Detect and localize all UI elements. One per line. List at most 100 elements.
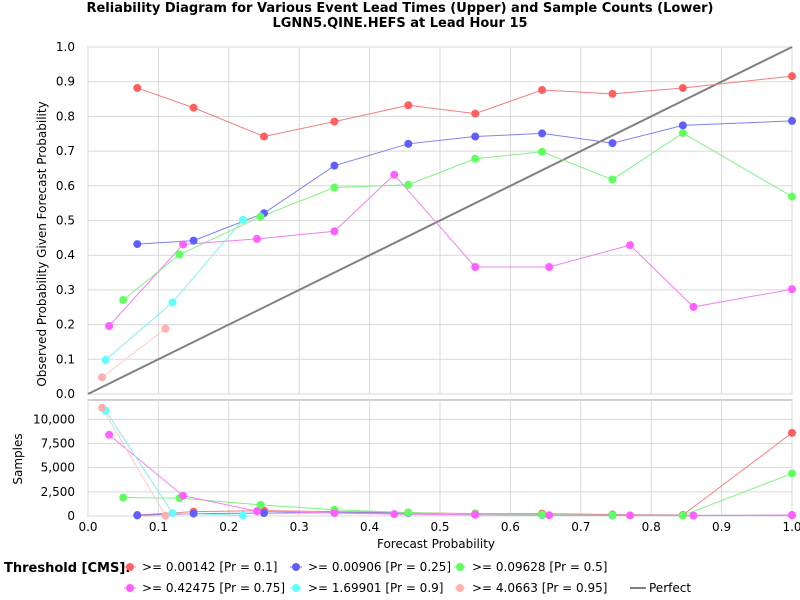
series-6-reliability-point (161, 324, 170, 333)
x-tick-label: 0.2 (219, 520, 238, 534)
series-4-samples-point (330, 509, 339, 518)
legend: Threshold [CMS]: >= 0.00142 [Pr = 0.1] >=… (4, 560, 691, 595)
series-4-samples-point (390, 510, 399, 519)
series-3-reliability-point (538, 147, 547, 156)
legend-swatch-marker (292, 563, 300, 571)
lower-y-tick-label: 0 (67, 509, 75, 523)
series-2-reliability-point (133, 240, 142, 249)
series-3-reliability-point (608, 175, 617, 184)
series-2-reliability-point (404, 139, 413, 148)
upper-y-tick-label: 0.4 (56, 248, 75, 262)
legend-swatch-marker (456, 563, 464, 571)
series-6-samples-point (161, 511, 170, 520)
series-3-samples-point (788, 469, 796, 478)
series-5-reliability-point (238, 215, 247, 224)
upper-reliability-plot: 0.0 0.1 0.2 0.3 0.4 0.5 0.6 0.7 0.8 0.9 1.0 (56, 40, 796, 401)
x-tick-label: 0.8 (642, 520, 661, 534)
lower-y-axis-label: Samples (11, 433, 25, 484)
series-2-reliability-point (678, 121, 687, 130)
series-4-samples-point (179, 491, 188, 500)
upper-y-tick-label: 0.5 (56, 214, 75, 228)
series-4-samples-point (252, 507, 261, 516)
series-4-reliability-point (252, 234, 261, 243)
upper-y-tick-label: 0.7 (56, 144, 75, 158)
x-tick-label: 0.3 (290, 520, 309, 534)
lower-samples-plot: 0.0 0.1 0.2 0.3 0.4 0.5 0.6 0.7 0.8 0.9 1.0 0 2,500 5… (33, 399, 800, 534)
series-5-reliability-point (168, 298, 177, 307)
upper-y-tick-label: 0.0 (56, 387, 75, 401)
x-axis-label: Forecast Probability (377, 537, 495, 551)
series-4-samples-point (545, 511, 554, 520)
series-5-samples-point (238, 511, 247, 520)
series-1-reliability-point (404, 101, 413, 110)
series-3-samples-point (538, 510, 547, 519)
legend-perfect-label: Perfect (649, 581, 691, 595)
series-2-reliability-line (137, 120, 793, 245)
series-4-reliability-point (471, 262, 480, 271)
series-4-reliability-point (330, 227, 339, 236)
series-4-samples-point (626, 511, 635, 520)
series-2-reliability-point (189, 236, 198, 245)
upper-y-tick-label: 1.0 (56, 40, 75, 54)
series-3-samples-point (119, 493, 128, 502)
x-tick-label: 1.0 (782, 520, 800, 534)
x-tick-label: 0.9 (712, 520, 731, 534)
series-3-reliability-point (175, 250, 184, 259)
series-4-samples-point (471, 510, 480, 519)
legend-swatch-marker (126, 584, 134, 592)
series-1-reliability-point (538, 86, 547, 95)
series-6-reliability-line (101, 328, 166, 378)
series-2-samples-point (133, 511, 142, 520)
series-1-samples-point (788, 428, 796, 437)
series-4-reliability-point (689, 302, 698, 311)
series-3-reliability-point (471, 154, 480, 163)
series-2-reliability-point (788, 116, 796, 125)
series-3-samples-point (608, 511, 617, 520)
series-1-reliability-point (330, 117, 339, 126)
lower-y-tick-label: 7,500 (41, 437, 75, 451)
series-6-samples-point (98, 403, 107, 412)
x-tick-label: 0.1 (149, 520, 168, 534)
legend-entry-label: >= 1.69901 [Pr = 0.9] (308, 581, 443, 595)
upper-y-tick-label: 0.1 (56, 352, 75, 366)
legend-swatch-marker (292, 584, 300, 592)
series-2-samples-point (189, 509, 198, 518)
upper-y-tick-label: 0.8 (56, 109, 75, 123)
series-2-reliability-point (471, 132, 480, 141)
perfect-reliability-line (87, 46, 793, 395)
series-6-reliability-point (98, 373, 107, 382)
series-3-samples-point (678, 511, 687, 520)
series-1-reliability-point (678, 83, 687, 92)
legend-entry-label: >= 4.0663 [Pr = 0.95] (472, 581, 607, 595)
series-2-reliability-point (608, 139, 617, 148)
series-1-reliability-point (608, 89, 617, 98)
series-4-samples-point (105, 430, 114, 439)
series-3-samples-point (404, 508, 413, 517)
legend-entry-label: >= 0.00906 [Pr = 0.25] (308, 560, 451, 574)
lower-y-tick-label: 5,000 (41, 461, 75, 475)
series-4-reliability-point (626, 241, 635, 250)
upper-y-tick-label: 0.2 (56, 318, 75, 332)
series-1-reliability-point (133, 83, 142, 92)
series-3-reliability-point (678, 129, 687, 138)
x-tick-label: 0.4 (360, 520, 379, 534)
legend-swatch-marker (126, 563, 134, 571)
series-1-reliability-point (471, 109, 480, 118)
chart-title: Reliability Diagram for Various Event Le… (86, 1, 713, 16)
series-5-reliability-point (101, 355, 110, 364)
series-4-reliability-line (108, 173, 793, 327)
x-tick-label: 0.6 (501, 520, 520, 534)
lower-y-tick-label: 10,000 (33, 412, 75, 426)
series-4-reliability-point (390, 170, 399, 179)
series-4-samples-line (108, 434, 793, 517)
series-6-samples-line (101, 407, 166, 516)
series-3-reliability-point (788, 192, 796, 201)
upper-y-tick-label: 0.6 (56, 179, 75, 193)
series-4-samples-point (788, 511, 796, 520)
series-2-reliability-point (330, 161, 339, 170)
series-3-samples-point (256, 500, 265, 509)
series-1-reliability-point (260, 132, 268, 141)
legend-title: Threshold [CMS]: (4, 561, 130, 576)
series-4-samples-point (689, 511, 698, 520)
series-4-reliability-point (105, 321, 114, 330)
